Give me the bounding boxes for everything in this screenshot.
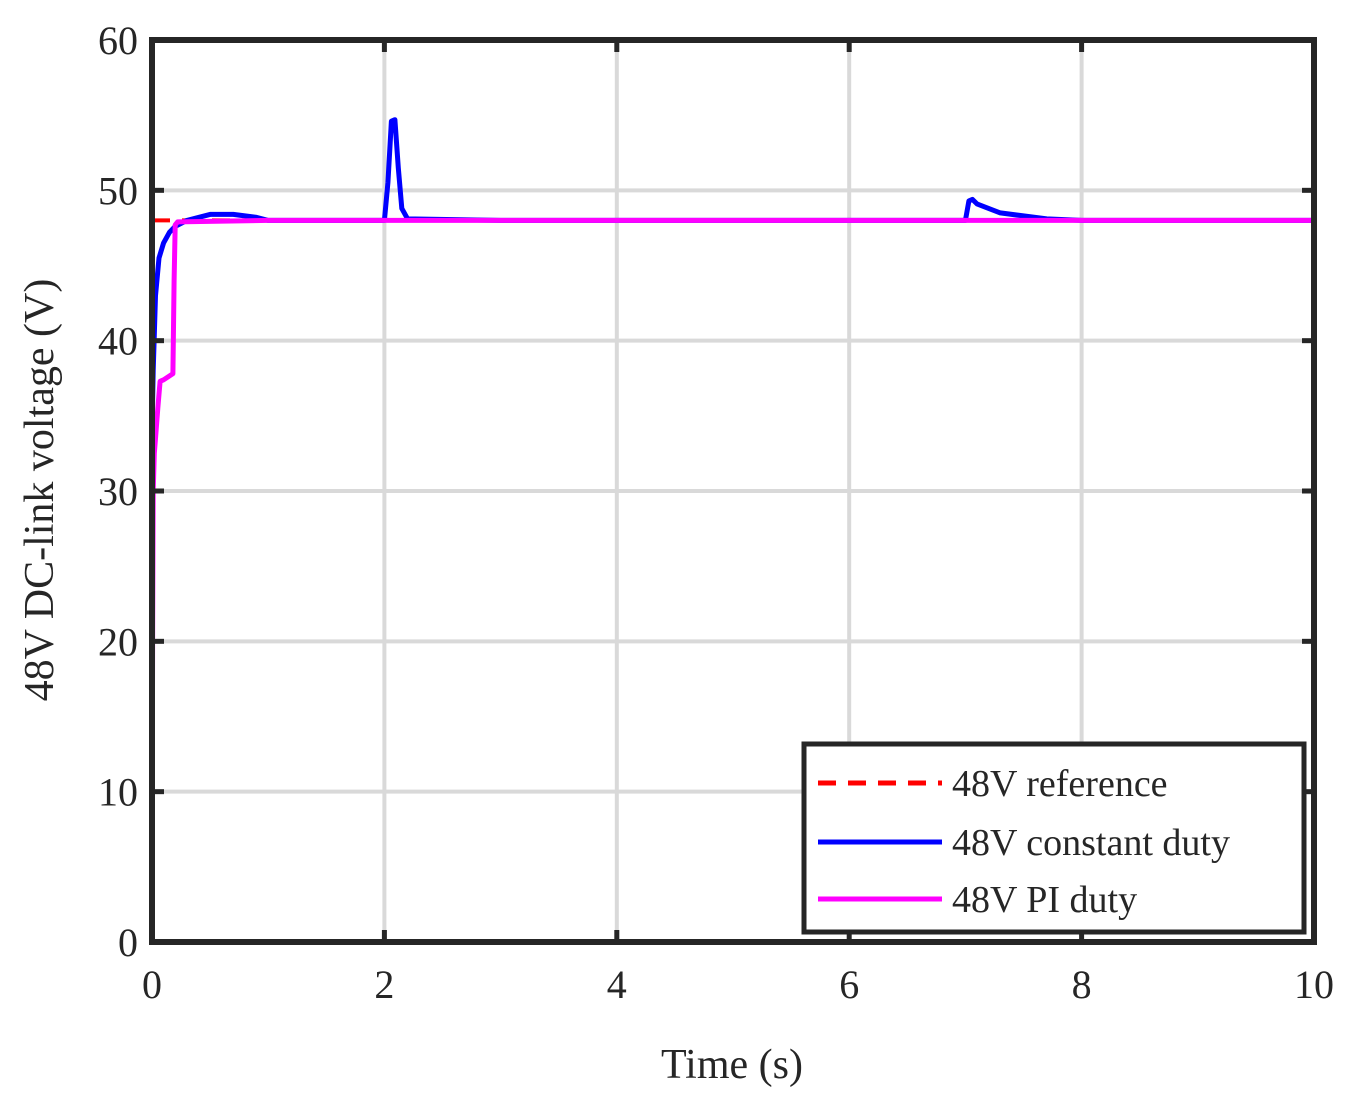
- y-tick-label: 10: [98, 770, 138, 815]
- y-tick-label: 40: [98, 319, 138, 364]
- grid: [152, 40, 1314, 942]
- series-line-1: [149, 117, 1314, 431]
- x-tick-label: 4: [607, 962, 627, 1007]
- x-tick-label: 0: [142, 962, 162, 1007]
- x-tick-label: 6: [839, 962, 859, 1007]
- legend-label-2: 48V PI duty: [952, 879, 1137, 921]
- x-tick-label: 10: [1294, 962, 1334, 1007]
- x-axis-label: Time (s): [661, 1042, 803, 1088]
- y-tick-label: 50: [98, 168, 138, 213]
- axes: [149, 37, 1317, 945]
- y-tick-label: 60: [98, 18, 138, 63]
- y-axis-label: 48V DC-link voltage (V): [17, 279, 63, 702]
- x-tick-label: 2: [374, 962, 394, 1007]
- x-tick-label: 8: [1072, 962, 1092, 1007]
- legend: 48V reference 48V constant duty 48V PI dut…: [801, 741, 1307, 935]
- y-tick-label: 0: [118, 920, 138, 965]
- y-tick-label: 20: [98, 619, 138, 664]
- legend-label-0: 48V reference: [952, 763, 1168, 805]
- y-tick-label: 30: [98, 469, 138, 514]
- tick-labels: 0 2 4 6 8 10 0 10 20 30 40 50 60: [98, 18, 1334, 1007]
- legend-label-1: 48V constant duty: [952, 822, 1230, 864]
